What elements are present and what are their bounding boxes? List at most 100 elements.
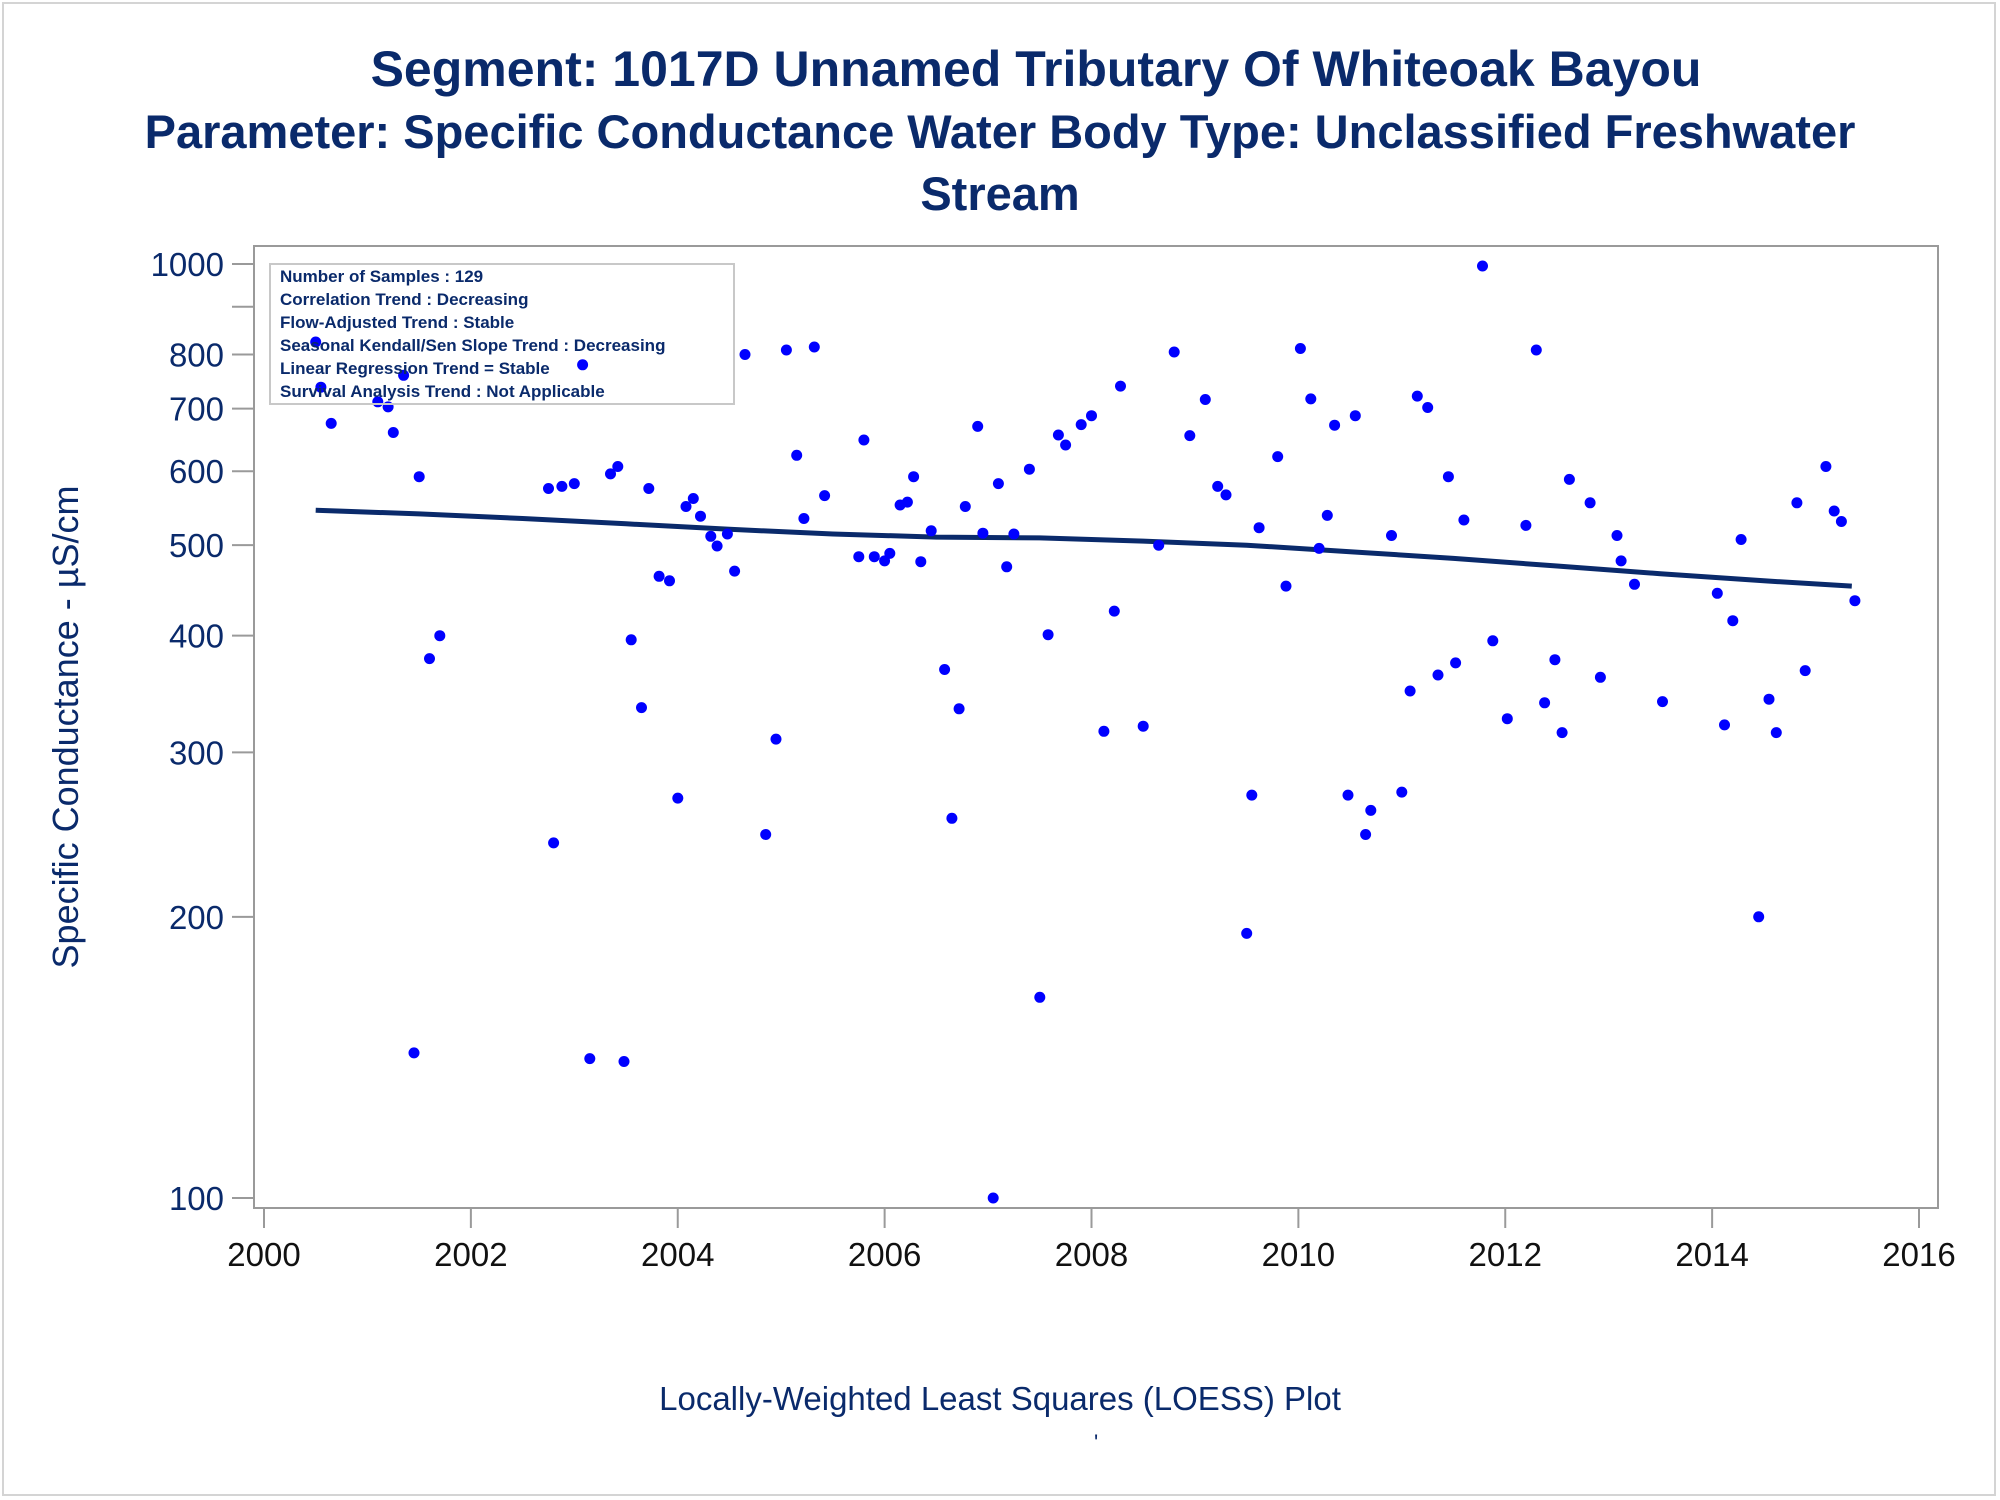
y-tick-label: 200 — [169, 899, 224, 936]
data-point — [605, 468, 616, 480]
data-point — [791, 449, 803, 461]
x-tick-label: 2002 — [434, 1236, 507, 1273]
data-point — [1530, 344, 1542, 356]
y-tick-label: 100 — [169, 1180, 224, 1217]
data-point — [672, 792, 684, 804]
data-point — [424, 653, 435, 665]
data-point — [705, 530, 717, 542]
data-point — [1458, 514, 1470, 526]
data-point — [695, 510, 706, 522]
x-tick-label: 2008 — [1055, 1236, 1128, 1273]
data-point — [1137, 720, 1149, 732]
loess-curve — [315, 507, 1852, 589]
data-point — [664, 575, 675, 587]
data-point — [798, 513, 810, 524]
data-point — [1313, 542, 1325, 554]
data-point — [1770, 727, 1782, 739]
data-point — [680, 501, 692, 512]
data-point — [939, 664, 951, 675]
data-point — [739, 349, 751, 360]
data-point — [1791, 497, 1803, 509]
data-point — [1432, 669, 1444, 681]
data-point — [1487, 635, 1499, 647]
data-point — [625, 634, 637, 646]
data-point — [1657, 696, 1668, 708]
data-point — [1280, 580, 1292, 592]
y-tick-label: 600 — [169, 453, 224, 490]
data-point — [901, 496, 913, 508]
data-point — [1563, 473, 1575, 485]
data-point — [780, 344, 792, 356]
data-point — [972, 420, 984, 432]
chart-title-parameter: Parameter: Specific Conductance Water Bo… — [144, 105, 1856, 158]
data-point — [1753, 911, 1765, 923]
data-point — [1549, 654, 1561, 666]
data-point — [543, 483, 554, 494]
data-point — [884, 547, 896, 559]
data-point — [1477, 260, 1488, 272]
data-point — [1594, 671, 1606, 683]
stats-box-line: Linear Regression Trend = Stable — [280, 359, 550, 378]
data-point — [315, 381, 327, 393]
data-point — [925, 525, 937, 537]
data-point — [1023, 463, 1035, 475]
data-point — [1042, 629, 1054, 641]
data-point — [1849, 595, 1861, 607]
data-point — [1220, 489, 1232, 501]
data-point — [1719, 719, 1730, 731]
x-tick-label: 2012 — [1469, 1236, 1542, 1273]
data-point — [1321, 509, 1333, 521]
y-tick-label: 300 — [169, 734, 224, 771]
data-points — [310, 260, 1861, 1204]
data-point — [653, 570, 665, 582]
data-point — [1098, 725, 1110, 737]
data-point — [1727, 615, 1739, 627]
data-point — [1305, 393, 1317, 405]
data-point — [1008, 528, 1020, 540]
y-tick-label: 1000 — [151, 246, 224, 283]
data-point — [1184, 430, 1196, 442]
data-point — [325, 417, 337, 429]
data-point — [987, 1192, 999, 1204]
data-point — [643, 483, 655, 494]
data-point — [1386, 530, 1397, 541]
data-point — [1329, 419, 1341, 431]
stats-box-line: Flow-Adjusted Trend : Stable — [280, 313, 514, 332]
data-point — [992, 478, 1004, 490]
x-tick-label: 2016 — [1882, 1236, 1955, 1273]
data-point — [1450, 657, 1462, 669]
data-point — [1442, 471, 1454, 483]
data-point — [946, 812, 958, 824]
data-point — [556, 480, 568, 492]
data-point — [1060, 439, 1072, 451]
data-point — [1001, 561, 1013, 573]
data-point — [858, 434, 870, 446]
data-point — [1584, 497, 1596, 509]
data-point — [1115, 380, 1126, 392]
data-point — [1711, 587, 1723, 599]
data-point — [548, 837, 560, 849]
stats-box: Number of Samples : 129 Correlation Trend… — [269, 263, 735, 405]
data-point — [1539, 697, 1551, 709]
data-point — [1272, 451, 1284, 463]
data-point — [1212, 480, 1224, 492]
data-point — [1735, 534, 1747, 545]
data-point — [1294, 343, 1306, 354]
data-point — [1611, 530, 1623, 541]
data-point — [1501, 713, 1513, 725]
data-point — [1763, 693, 1775, 705]
data-point — [915, 556, 927, 568]
data-point — [1629, 578, 1640, 590]
data-point — [770, 733, 782, 745]
y-tick-label: 700 — [169, 391, 224, 428]
stats-box-line: Correlation Trend : Decreasing — [280, 290, 528, 309]
data-point — [1108, 605, 1120, 617]
data-point — [687, 493, 699, 504]
data-point — [1828, 505, 1840, 517]
data-point — [434, 630, 446, 642]
y-tick-label: 400 — [169, 618, 224, 655]
data-point — [584, 1053, 596, 1065]
chart-title-waterbody: Stream — [920, 167, 1080, 220]
